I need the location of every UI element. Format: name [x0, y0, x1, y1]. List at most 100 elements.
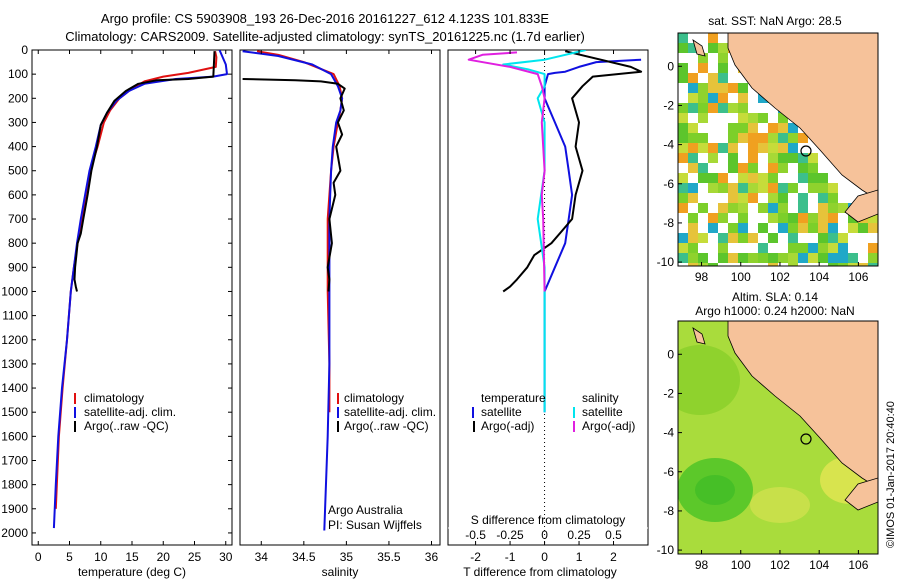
float-position-marker: [800, 145, 812, 157]
sst-cell: [748, 193, 758, 203]
s-difference-tick-label: 0.5: [605, 528, 622, 542]
difference-line-satellite_s: [502, 50, 587, 413]
sst-cell: [818, 183, 828, 193]
sst-cell: [798, 173, 808, 183]
sst-cell: [728, 253, 738, 263]
sst-cell: [868, 263, 878, 266]
salinity-x-tick-label: 34.5: [292, 550, 316, 564]
sst-cell: [728, 193, 738, 203]
depth-tick-label: 500: [8, 164, 28, 178]
island-sst: [692, 39, 706, 57]
salinity-x-tick-label: 35: [340, 550, 354, 564]
difference-panel-frame: [447, 49, 649, 546]
sst-cell: [698, 203, 708, 213]
legend-temperature-heading: temperature: [481, 391, 546, 405]
sst-cell: [758, 143, 768, 153]
sst-cell: [718, 143, 728, 153]
sst-cell: [788, 253, 798, 263]
sst-cell: [768, 153, 778, 163]
sst-cell: [828, 233, 838, 243]
depth-tick-label: 100: [8, 67, 28, 81]
sst-cell: [808, 253, 818, 263]
sst-cell: [838, 263, 848, 266]
sst-cell: [748, 133, 758, 143]
sst-cell: [778, 123, 788, 133]
sst-cell: [858, 223, 868, 233]
sst-cell: [788, 213, 798, 223]
sst-cell: [748, 183, 758, 193]
sst-cell: [858, 263, 868, 266]
map-latitude-label: 0: [667, 347, 674, 361]
sla-map-frame: [677, 320, 879, 555]
sst-cell: [728, 143, 738, 153]
sst-cell: [828, 263, 838, 266]
sst-cell: [748, 233, 758, 243]
sst-cell: [708, 223, 718, 233]
sst-cell: [728, 183, 738, 193]
map-longitude-label: 104: [809, 270, 829, 284]
sst-cell: [798, 193, 808, 203]
sst-cell: [698, 103, 708, 113]
sst-cell: [688, 263, 698, 266]
sst-cell: [698, 93, 708, 103]
map-latitude-label: -8: [663, 216, 674, 230]
legend-s-argo-label: Argo(-adj): [582, 419, 635, 433]
java-land-sla: [844, 477, 878, 511]
sst-cell: [818, 253, 828, 263]
sst-cell: [738, 173, 748, 183]
sumatra-land-sst: [727, 33, 878, 201]
temperature-x-tick-label: 25: [188, 550, 202, 564]
sst-cell: [808, 153, 818, 163]
sst-cell: [778, 113, 788, 123]
sst-cell: [678, 133, 688, 143]
sst-cell: [698, 133, 708, 143]
sst-cell: [768, 203, 778, 213]
map-longitude-label: 100: [731, 558, 751, 572]
map-latitude-label: -10: [657, 255, 675, 269]
sst-cell: [698, 173, 708, 183]
sst-cell: [678, 193, 688, 203]
sst-cell: [758, 243, 768, 253]
salinity-series-group: [242, 50, 346, 531]
s-difference-tick-label: -0.5: [465, 528, 486, 542]
sst-cell: [798, 153, 808, 163]
sst-cell: [778, 203, 788, 213]
sst-cell: [768, 173, 778, 183]
s-difference-axis-label: S difference from climatology: [471, 513, 626, 527]
sst-cell: [808, 173, 818, 183]
sst-cell: [738, 223, 748, 233]
sst-cell: [678, 153, 688, 163]
depth-tick-label: 1500: [1, 405, 28, 419]
sst-cell: [828, 253, 838, 263]
sla-field-patch: [750, 487, 810, 523]
map-longitude-label: 106: [848, 270, 868, 284]
sst-cell: [868, 243, 878, 253]
salinity-panel-frame: [239, 49, 441, 546]
argo-australia-note: Argo Australia: [328, 503, 403, 517]
depth-tick-label: 1100: [2, 309, 28, 323]
sst-cell: [748, 143, 758, 153]
difference-x-tick-label: 2: [610, 550, 617, 564]
sst-cell: [738, 183, 748, 193]
difference-x-tick-label: -2: [470, 550, 481, 564]
sst-cell: [688, 223, 698, 233]
figure-title-line-2: Climatology: CARS2009. Satellite-adjuste…: [65, 29, 585, 44]
sst-cell: [808, 243, 818, 253]
temperature-line-climatology: [54, 50, 218, 509]
sst-cell: [788, 153, 798, 163]
sst-cell: [788, 233, 798, 243]
difference-line-satellite: [543, 58, 642, 413]
sst-cell: [758, 183, 768, 193]
depth-tick-label: 1200: [1, 333, 28, 347]
temperature-legend: climatology satellite-adj. clim. Argo(..…: [74, 391, 176, 433]
sst-map-cells: [678, 33, 878, 266]
s-difference-tick-label: 0.25: [567, 528, 591, 542]
sst-cell: [738, 203, 748, 213]
sst-cell: [678, 103, 688, 113]
map-latitude-label: 0: [667, 59, 674, 73]
sst-cell: [718, 243, 728, 253]
difference-series-group: [467, 50, 643, 413]
sst-cell: [708, 73, 718, 83]
temperature-series-group: [52, 50, 228, 529]
sst-cell: [818, 173, 828, 183]
